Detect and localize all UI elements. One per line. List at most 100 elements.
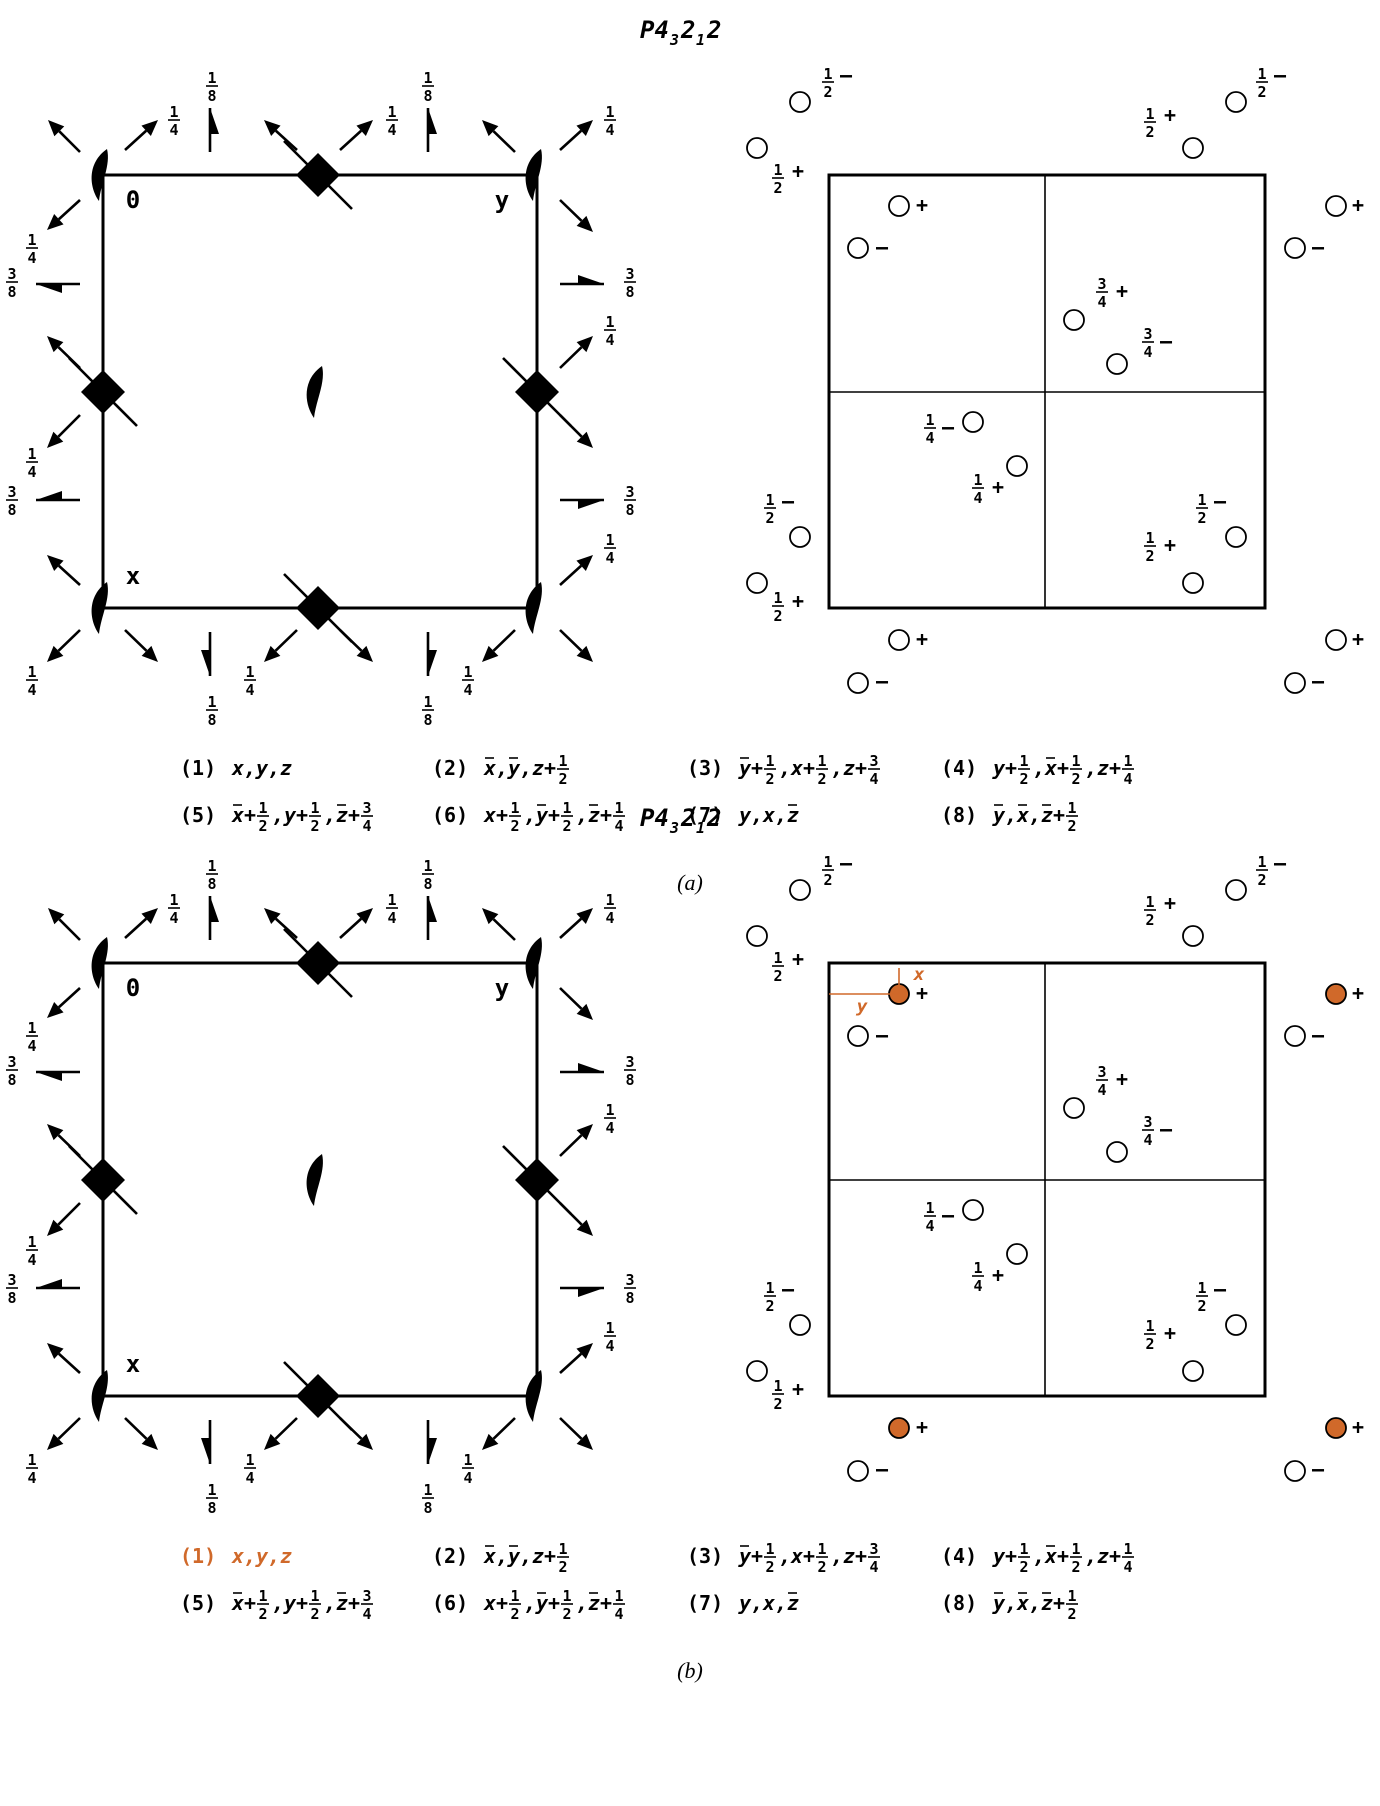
symmetry-operation-2: (2) x, y, z +12 [432, 752, 569, 788]
symmetry-operation-6: (6) x +12, y +12, z +14 [432, 799, 625, 835]
equivalent-position-circle [789, 91, 811, 113]
twofold-axis-diamond [502, 357, 572, 427]
arrow-shaft [58, 918, 81, 941]
operation-char: + [1109, 756, 1121, 780]
operation-char: , [520, 1544, 532, 1568]
arrow-shaft [57, 1352, 81, 1374]
fraction-denominator: 4 [463, 681, 472, 699]
operation-char: , [268, 1544, 280, 1568]
fraction-denominator: 8 [7, 283, 16, 301]
height-fraction-1-2: 12 [1196, 491, 1208, 527]
screw-axis-arrow [47, 555, 81, 586]
symmetry-fraction-1-4: 14 [604, 103, 616, 139]
fraction-denominator: 8 [207, 711, 216, 729]
arrow-shaft [57, 346, 81, 369]
operation-char: x [483, 756, 496, 780]
fraction-denominator: 4 [605, 909, 614, 927]
screw-axis-arrow [559, 1202, 593, 1236]
operation-char: z [1041, 1591, 1053, 1615]
arrow-head [47, 336, 64, 353]
height-fraction-1-2: 12 [764, 491, 776, 527]
operation-char: y [992, 1591, 1006, 1615]
arrow-head [48, 908, 65, 925]
operation-char: , [520, 756, 532, 780]
operation-number: (1) [180, 1544, 216, 1568]
harpoon-head [36, 491, 62, 500]
operation-char: + [1057, 756, 1069, 780]
screw-axis-arrow [124, 629, 158, 662]
height-fraction-1-2: 12 [1256, 65, 1268, 101]
fraction-numerator: 1 [423, 69, 432, 87]
height-sign: + [916, 193, 928, 217]
arrow-head [576, 908, 593, 924]
operation-fraction: 12 [1070, 752, 1082, 788]
fraction-numerator: 1 [207, 1481, 216, 1499]
screw-axis-arrow [559, 1124, 593, 1157]
arrow-head [264, 120, 281, 136]
glide-harpoon [560, 275, 604, 286]
height-sign: – [782, 1277, 795, 1301]
arrow-head [47, 1433, 64, 1450]
harpoon-head [201, 650, 210, 676]
equivalent-position-circle [1225, 1314, 1247, 1336]
origin-label: 0 [126, 974, 140, 1002]
fraction-denominator: 2 [1145, 911, 1154, 929]
arrow-shaft [339, 917, 363, 939]
height-fraction-1-2: 12 [822, 853, 834, 889]
screw-axis-arrow [482, 1417, 516, 1450]
operation-char: , [268, 756, 280, 780]
screw-axis-arrow [559, 336, 593, 369]
glide-harpoon [426, 1420, 437, 1464]
operation-char: , [272, 1591, 284, 1615]
operation-char: + [1109, 1544, 1121, 1568]
operation-char: + [803, 756, 815, 780]
glide-harpoon [201, 1420, 212, 1464]
height-sign: + [992, 1263, 1004, 1287]
operation-fraction: 12 [561, 799, 573, 835]
equivalent-position-circle [847, 237, 869, 259]
height-sign: – [1160, 1117, 1173, 1141]
operation-char: z [336, 1591, 348, 1615]
fraction-denominator: 4 [605, 1119, 614, 1137]
height-sign: + [1164, 103, 1176, 127]
fraction-denominator: 2 [510, 1605, 519, 1623]
operation-fraction: 14 [613, 799, 625, 835]
operation-char: y [535, 1591, 549, 1615]
screw-axis-arrow [339, 629, 373, 662]
panel-caption: (b) [677, 1658, 703, 1683]
fraction-denominator: 4 [973, 1277, 982, 1295]
symmetry-fraction-1-4: 14 [26, 1019, 38, 1055]
height-sign: + [1116, 1067, 1128, 1091]
screw-axis-arrow [48, 120, 81, 153]
arrow-shaft [124, 629, 148, 652]
operation-char: z [843, 756, 855, 780]
screw-axis-arrow [559, 1343, 593, 1374]
fraction-denominator: 4 [27, 681, 36, 699]
fraction-numerator: 3 [1143, 325, 1152, 343]
x-axis-label: x [126, 562, 140, 590]
panel-caption: (a) [677, 870, 703, 895]
height-sign: – [942, 415, 955, 439]
symmetry-fraction-3-8: 38 [624, 1053, 636, 1089]
symmetry-operation-3: (3) y +12, x +12, z +34 [687, 1540, 880, 1576]
height-fraction-1-2: 12 [772, 1377, 784, 1413]
equivalent-position-circle [789, 526, 811, 548]
symmetry-fraction-3-8: 38 [624, 483, 636, 519]
arrow-head [48, 120, 65, 137]
operation-char: , [779, 756, 791, 780]
fraction-numerator: 1 [1145, 529, 1154, 547]
operation-char: z [843, 1544, 855, 1568]
title-main: 2 [680, 804, 695, 832]
fraction-numerator: 1 [605, 313, 614, 331]
symmetry-fraction-1-8: 18 [422, 1481, 434, 1517]
height-sign: – [942, 1203, 955, 1227]
fraction-denominator: 4 [387, 909, 396, 927]
title-main: P4 [640, 16, 669, 44]
symmetry-fraction-1-4: 14 [604, 891, 616, 927]
operation-char: y [738, 803, 752, 827]
fraction-numerator: 3 [1143, 1113, 1152, 1131]
fraction-denominator: 4 [387, 121, 396, 139]
arrow-head [576, 1124, 593, 1141]
operation-char: , [524, 1591, 536, 1615]
symmetry-fraction-1-4: 14 [168, 103, 180, 139]
